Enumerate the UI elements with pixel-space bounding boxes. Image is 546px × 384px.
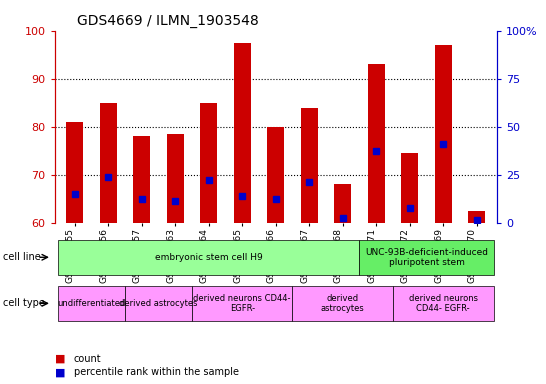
- Bar: [167, 134, 183, 223]
- Text: embryonic stem cell H9: embryonic stem cell H9: [155, 253, 263, 262]
- Bar: [200, 103, 217, 223]
- Bar: [100, 103, 117, 223]
- Text: UNC-93B-deficient-induced
pluripotent stem: UNC-93B-deficient-induced pluripotent st…: [365, 248, 488, 267]
- Text: GDS4669 / ILMN_1903548: GDS4669 / ILMN_1903548: [76, 14, 258, 28]
- Text: derived
astrocytes: derived astrocytes: [321, 294, 365, 313]
- Bar: [66, 122, 83, 223]
- Text: derived neurons CD44-
EGFR-: derived neurons CD44- EGFR-: [193, 294, 291, 313]
- Text: cell type: cell type: [3, 298, 45, 308]
- Bar: [435, 45, 452, 223]
- Text: ■: ■: [55, 354, 65, 364]
- Text: percentile rank within the sample: percentile rank within the sample: [74, 367, 239, 377]
- Text: undifferentiated: undifferentiated: [57, 299, 126, 308]
- Bar: [301, 108, 318, 223]
- Bar: [133, 136, 150, 223]
- Bar: [401, 153, 418, 223]
- Text: cell line: cell line: [3, 252, 40, 262]
- Bar: [334, 184, 351, 223]
- Bar: [468, 211, 485, 223]
- Bar: [368, 64, 384, 223]
- Text: derived astrocytes: derived astrocytes: [119, 299, 198, 308]
- Text: count: count: [74, 354, 102, 364]
- Bar: [234, 43, 251, 223]
- Text: derived neurons
CD44- EGFR-: derived neurons CD44- EGFR-: [409, 294, 478, 313]
- Text: ■: ■: [55, 367, 65, 377]
- Bar: [268, 127, 284, 223]
